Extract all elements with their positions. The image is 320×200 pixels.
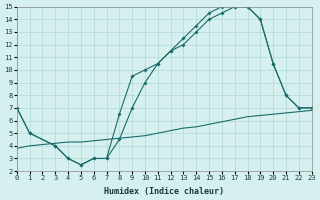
X-axis label: Humidex (Indice chaleur): Humidex (Indice chaleur) — [104, 187, 224, 196]
